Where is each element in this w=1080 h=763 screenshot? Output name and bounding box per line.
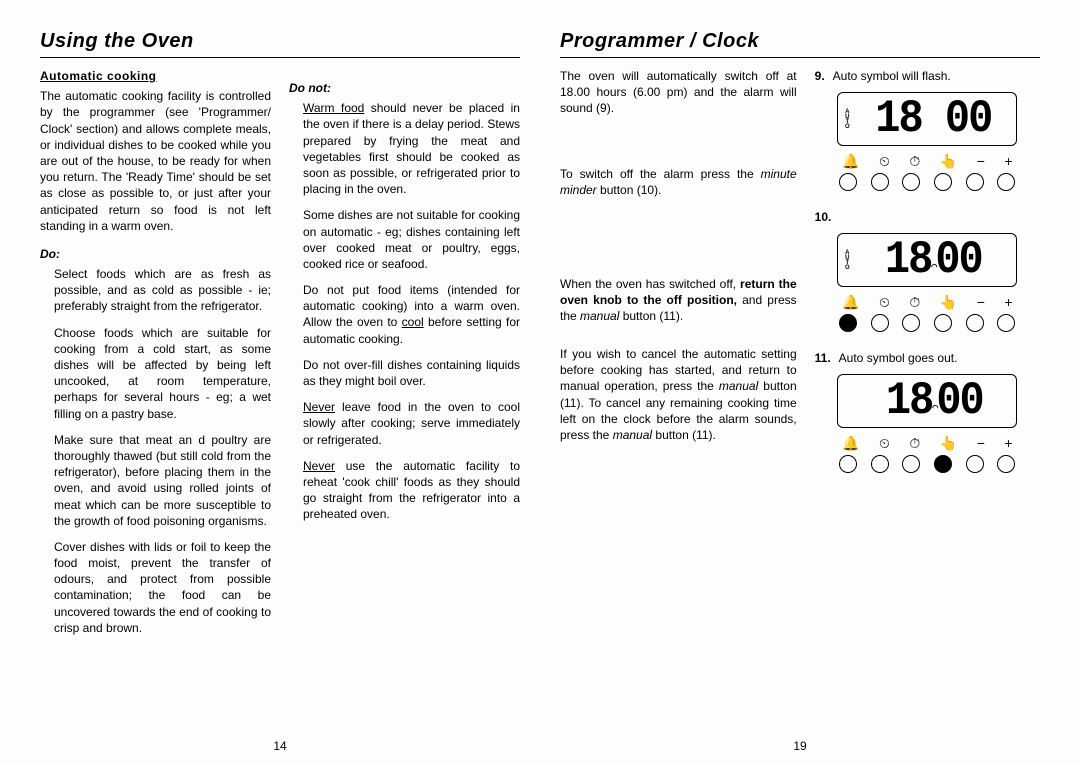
list-item: Warm food should never be placed in the … [303, 100, 520, 197]
step-caption: 10. [815, 209, 1040, 225]
step-text: Auto symbol will flash. [833, 68, 951, 84]
auto-indicator-icon: AUTO [844, 109, 850, 129]
clock-display: 18◠00 [837, 374, 1017, 428]
clock-step: 10.AUTO18◠00🔔⏲⏱👆−+ [815, 209, 1040, 332]
list-item: Cover dishes with lids or foil to keep t… [54, 539, 271, 636]
do-label: Do: [40, 246, 271, 262]
page-title: Using the Oven [40, 30, 520, 58]
control-button[interactable] [966, 455, 984, 473]
control-button[interactable] [997, 455, 1015, 473]
step-number: 9. [815, 68, 825, 84]
button-row [832, 173, 1022, 191]
control-icon: ⏱ [909, 293, 920, 312]
left-col-2: Do not: Warm food should never be placed… [289, 68, 520, 733]
clock-step: 11. Auto symbol goes out. 18◠00 🔔 ⏲ ⏱ 👆 −+ [815, 350, 1040, 473]
clock-time: 18 00 [856, 88, 1010, 150]
step-text: Auto symbol goes out. [839, 350, 958, 366]
control-icon: ⏱ [909, 152, 920, 171]
control-button[interactable] [902, 455, 920, 473]
control-icon: − [977, 293, 985, 312]
right-text-col: The oven will automatically switch off a… [560, 68, 797, 733]
left-page: Using the Oven Automatic cooking The aut… [40, 30, 520, 753]
control-icon: 🔔 [842, 293, 859, 312]
step-number: 11. [815, 350, 831, 366]
control-button[interactable] [902, 173, 920, 191]
intro-paragraph: The automatic cooking facility is contro… [40, 88, 271, 234]
clock-time: 18◠00 [856, 229, 1010, 291]
control-icon: 👆 [940, 152, 957, 171]
clock-display: AUTO18 00 [837, 92, 1017, 146]
control-button[interactable] [997, 173, 1015, 191]
control-button[interactable] [934, 314, 952, 332]
control-button[interactable] [966, 314, 984, 332]
page-number: 14 [40, 739, 520, 753]
page-number: 19 [560, 739, 1040, 753]
control-icon: ⏱ [909, 434, 920, 453]
clock-time: 18◠00 [858, 370, 1010, 432]
pot-icon: ◠ [931, 261, 935, 276]
pot-icon: ◠ [932, 402, 936, 417]
control-button[interactable] [934, 173, 952, 191]
control-button[interactable] [902, 314, 920, 332]
right-page: Programmer / Clock The oven will automat… [560, 30, 1040, 753]
icon-label-row: 🔔 ⏲ ⏱ 👆 −+ [832, 293, 1022, 312]
control-button[interactable] [871, 314, 889, 332]
control-button[interactable] [871, 455, 889, 473]
left-col-1: Automatic cooking The automatic cooking … [40, 68, 271, 733]
paragraph: The oven will automatically switch off a… [560, 68, 797, 156]
control-icon: ⏲ [879, 152, 890, 171]
control-icon: + [1004, 293, 1012, 312]
do-not-list: Warm food should never be placed in the … [289, 100, 520, 522]
clock-display: AUTO18◠00 [837, 233, 1017, 287]
control-button[interactable] [839, 314, 857, 332]
control-button[interactable] [934, 455, 952, 473]
paragraph: If you wish to cancel the automatic sett… [560, 346, 797, 443]
control-icon: ⏲ [879, 434, 890, 453]
section-heading: Automatic cooking [40, 68, 271, 84]
control-button[interactable] [839, 455, 857, 473]
right-panel-col: 9.Auto symbol will flash.AUTO18 00🔔⏲⏱👆−+… [815, 68, 1040, 733]
left-columns: Automatic cooking The automatic cooking … [40, 68, 520, 733]
control-button[interactable] [839, 173, 857, 191]
list-item: Some dishes are not suitable for cooking… [303, 207, 520, 272]
list-item: Select foods which are as fresh as possi… [54, 266, 271, 315]
list-item: Never use the automatic facility to rehe… [303, 458, 520, 523]
do-not-label: Do not: [289, 80, 520, 96]
step-number: 10. [815, 209, 832, 225]
icon-label-row: 🔔 ⏲ ⏱ 👆 −+ [832, 152, 1022, 171]
panels-host: 9.Auto symbol will flash.AUTO18 00🔔⏲⏱👆−+… [815, 68, 1040, 473]
control-icon: + [1004, 152, 1012, 171]
icon-label-row: 🔔 ⏲ ⏱ 👆 −+ [832, 434, 1022, 453]
clock-step: 9.Auto symbol will flash.AUTO18 00🔔⏲⏱👆−+ [815, 68, 1040, 191]
button-row [832, 455, 1022, 473]
control-icon: ⏲ [879, 293, 890, 312]
step-caption: 9. Auto symbol will flash. [815, 68, 1040, 84]
control-button[interactable] [966, 173, 984, 191]
list-item: Do not over-fill dishes containing liqui… [303, 357, 520, 389]
auto-indicator-icon: AUTO [844, 250, 850, 270]
control-button[interactable] [871, 173, 889, 191]
list-item: Do not put food items (intended for auto… [303, 282, 520, 347]
control-icon: 🔔 [842, 152, 859, 171]
control-icon: − [977, 434, 985, 453]
control-icon: + [1004, 434, 1012, 453]
paragraph: When the oven has switched off, return t… [560, 276, 797, 336]
control-icon: − [977, 152, 985, 171]
control-icon: 👆 [940, 293, 957, 312]
do-list: Select foods which are as fresh as possi… [40, 266, 271, 636]
right-columns: The oven will automatically switch off a… [560, 68, 1040, 733]
page-title: Programmer / Clock [560, 30, 1040, 58]
step-caption: 11. Auto symbol goes out. [815, 350, 1040, 366]
button-row [832, 314, 1022, 332]
control-icon: 👆 [940, 434, 957, 453]
control-button[interactable] [997, 314, 1015, 332]
control-icon: 🔔 [842, 434, 859, 453]
list-item: Never leave food in the oven to cool slo… [303, 399, 520, 448]
list-item: Choose foods which are suitable for cook… [54, 325, 271, 422]
paragraph: To switch off the alarm press the minute… [560, 166, 797, 266]
list-item: Make sure that meat an d poultry are tho… [54, 432, 271, 529]
